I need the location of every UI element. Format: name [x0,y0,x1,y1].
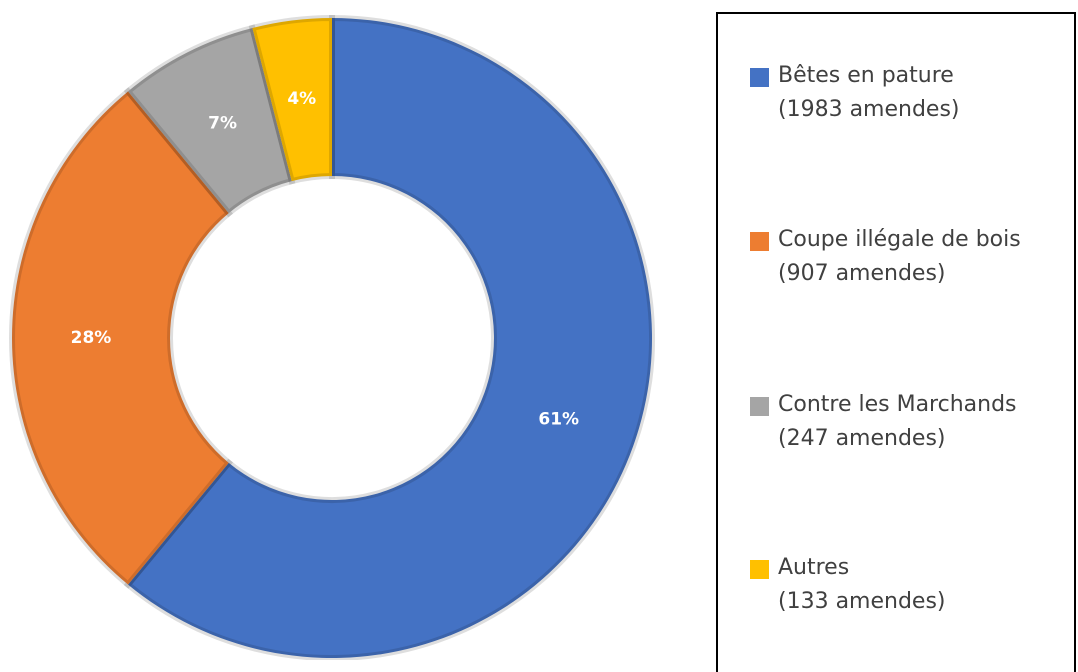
legend-item: Bêtes en pature (1983 amendes) [750,59,960,127]
legend-swatch [750,397,769,416]
donut-segment [9,87,233,589]
legend-label: Autres (133 amendes) [778,555,946,614]
data-label: 28% [71,328,112,348]
legend-swatch [750,68,769,87]
data-label: 61% [538,410,579,430]
data-label: 7% [208,113,237,133]
chart: 61% 28% 7% 4% [9,14,655,660]
legend-label: Contre les Marchands (247 amendes) [778,392,1017,451]
donut-segment [123,24,296,218]
legend-item: Coupe illégale de bois (907 amendes) [750,223,1021,291]
legend: Bêtes en pature (1983 amendes) Coupe illé… [716,12,1076,672]
legend-swatch [750,232,769,251]
donut-segment [123,14,655,660]
donut-segment [248,14,335,185]
legend-label: Bêtes en pature (1983 amendes) [778,63,960,122]
legend-item: Contre les Marchands (247 amendes) [750,388,1017,456]
legend-item: Autres (133 amendes) [750,551,946,619]
legend-swatch [750,560,769,579]
legend-label: Coupe illégale de bois (907 amendes) [778,227,1021,286]
data-label: 4% [287,89,316,109]
